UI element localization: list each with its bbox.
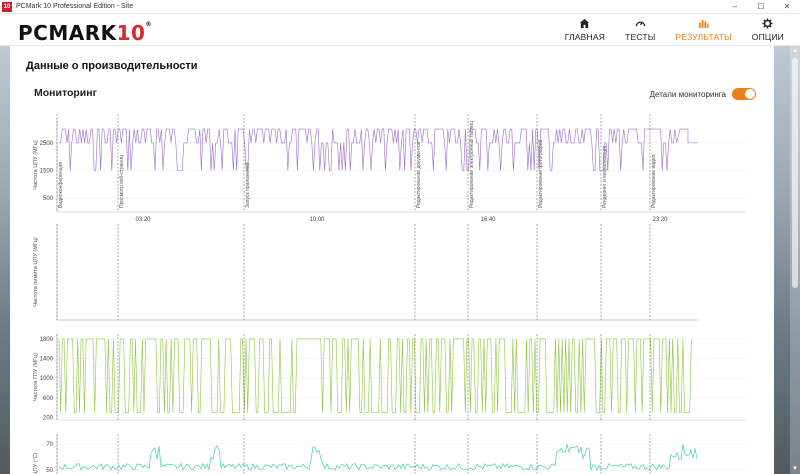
- monitoring-details-toggle[interactable]: [732, 88, 756, 100]
- monitoring-details-toggle-group: Детали мониторинга: [650, 88, 756, 100]
- temp-series-line: [58, 443, 698, 471]
- gpu-y-tick-label: 600: [43, 396, 54, 402]
- cpu-event-label: Редактирование электронных таблиц: [469, 121, 475, 208]
- cpu-y-tick-label: 2500: [40, 141, 54, 147]
- window-titlebar: 10 PCMark 10 Professional Edition - Site…: [0, 0, 800, 14]
- gpu-y-tick-label: 1800: [40, 337, 54, 343]
- cpu-x-tick-label: 10:00: [309, 217, 325, 223]
- cpu-event-label: Редактирование фотографий: [537, 139, 544, 208]
- minimize-button[interactable]: –: [732, 2, 738, 11]
- pcmark-logo: PCMARK10®: [18, 21, 152, 45]
- gpu-y-tick-label: 200: [43, 416, 54, 422]
- cpu-y-tick-label: 1500: [40, 169, 54, 175]
- brand-reg: ®: [145, 21, 152, 28]
- temp-y-axis-label: ЦПУ (°C): [33, 452, 39, 474]
- cpu-event-label: Запуск приложений: [244, 162, 251, 208]
- brand-num: 10: [116, 21, 146, 45]
- bar-chart-icon: [699, 19, 709, 29]
- cpu-limit-y-axis-label: Частота лимита ЦПУ (МГц): [33, 237, 39, 307]
- scrollbar-thumb[interactable]: [792, 58, 798, 288]
- gpu-clock-series-line: [58, 338, 692, 413]
- monitoring-title: Мониторинг: [34, 87, 97, 99]
- nav-home-label: ГЛАВНАЯ: [564, 32, 606, 42]
- scroll-down-arrow-icon[interactable]: ▼: [792, 466, 798, 472]
- monitoring-details-label: Детали мониторинга: [649, 89, 726, 99]
- cpu-event-label: Редактирование видео: [651, 154, 657, 208]
- cpu-y-axis-label: Частота ЦПУ (МГц): [33, 140, 39, 189]
- cpu-event-label: Видеоконференция: [58, 162, 64, 208]
- temp-y-tick-label: 50: [46, 468, 53, 474]
- brand-main: PCMARK: [18, 21, 117, 45]
- main-nav: ГЛАВНАЯ ТЕСТЫ РЕЗУЛЬТАТЫ ОПЦИИ: [565, 14, 784, 46]
- nav-options[interactable]: ОПЦИИ: [752, 14, 784, 46]
- cpu-event-label: Просмотр веб-страниц: [119, 155, 125, 208]
- gpu-y-tick-label: 1400: [40, 357, 54, 363]
- app-header: PCMARK10® ГЛАВНАЯ ТЕСТЫ РЕЗУЛЬТАТЫ ОПЦИИ: [0, 14, 800, 46]
- home-icon: [580, 18, 590, 29]
- section-title: Данные о производительности: [26, 60, 198, 72]
- cpu-x-tick-label: 23:20: [652, 217, 668, 223]
- temp-y-tick-label: 70: [46, 442, 53, 448]
- nav-results[interactable]: РЕЗУЛЬТАТЫ: [676, 14, 732, 46]
- gauge-icon: [635, 21, 646, 27]
- nav-results-label: РЕЗУЛЬТАТЫ: [675, 32, 732, 42]
- nav-tests[interactable]: ТЕСТЫ: [625, 14, 655, 46]
- nav-options-label: ОПЦИИ: [751, 32, 784, 42]
- window-title: PCMark 10 Professional Edition - Site: [16, 3, 134, 10]
- cpu-y-tick-label: 500: [43, 196, 54, 202]
- results-panel: Данные о производительности Мониторинг Д…: [10, 46, 774, 474]
- cpu-x-tick-label: 03:20: [135, 217, 151, 223]
- cpu-event-label: Редактирование документов: [416, 141, 422, 208]
- cpu-event-label: Рендеринг и визуализация: [602, 146, 608, 208]
- nav-home[interactable]: ГЛАВНАЯ: [565, 14, 605, 46]
- gpu-y-axis-label: Частота ГПУ (МГц): [33, 353, 39, 401]
- cpu-clock-series-line: [59, 128, 698, 171]
- app-logo-icon: 10: [2, 1, 12, 12]
- gear-icon: [762, 18, 773, 29]
- gpu-y-tick-label: 1000: [40, 376, 54, 382]
- scroll-up-arrow-icon[interactable]: ▲: [792, 48, 798, 54]
- cpu-x-tick-label: 16:40: [480, 217, 496, 223]
- scrollbar[interactable]: ▲ ▼: [790, 46, 800, 474]
- nav-tests-label: ТЕСТЫ: [625, 32, 656, 42]
- close-button[interactable]: ✕: [783, 2, 791, 11]
- maximize-button[interactable]: ☐: [757, 2, 765, 11]
